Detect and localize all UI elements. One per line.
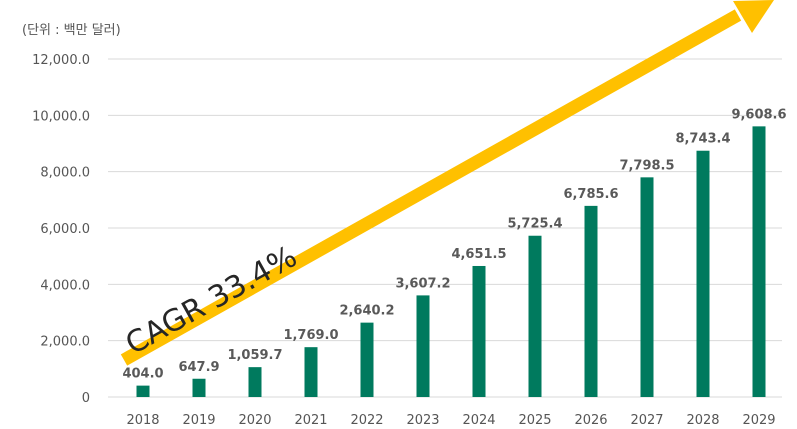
x-axis: 2018 2019 2020 2021 2022 2023 2024 2025 2026 2027…: [126, 413, 775, 428]
bar-2026: [584, 205, 598, 397]
bar-2021: [304, 347, 318, 397]
y-tick-label: 12,000.0: [32, 53, 90, 68]
y-tick-label: 8,000.0: [40, 166, 90, 181]
y-tick-label: 6,000.0: [40, 222, 90, 237]
data-label-2020: 1,059.7: [227, 348, 282, 363]
bar-2024: [472, 265, 486, 397]
x-tick-label-2023: 2023: [406, 413, 439, 428]
y-tick-label: 0: [82, 391, 90, 406]
x-tick-label-2020: 2020: [238, 413, 271, 428]
y-tick-label: 2,000.0: [40, 335, 90, 350]
x-tick-label-2028: 2028: [686, 413, 719, 428]
gridlines: [108, 58, 782, 398]
bar-2027: [640, 177, 654, 397]
bar-2029: [752, 126, 766, 398]
bar-2018: [136, 385, 150, 397]
data-label-2029: 9,608.6: [731, 107, 786, 122]
bar-2020: [248, 367, 262, 397]
y-axis: 0 2,000.0 4,000.0 6,000.0 8,000.0 10,000.0 12,…: [32, 53, 90, 406]
data-label-2021: 1,769.0: [283, 328, 338, 343]
data-label-2019: 647.9: [178, 360, 219, 375]
x-tick-label-2019: 2019: [182, 413, 215, 428]
y-tick-label: 10,000.0: [32, 109, 90, 124]
x-tick-label-2029: 2029: [742, 413, 775, 428]
data-label-2024: 4,651.5: [451, 247, 506, 262]
x-tick-label-2025: 2025: [518, 413, 551, 428]
bar-2019: [192, 378, 206, 397]
bars: 404.0 647.9 1,059.71,769.02,640.23,607.24,…: [122, 107, 787, 398]
bar-2025: [528, 235, 542, 397]
x-tick-label-2024: 2024: [462, 413, 495, 428]
growth-arrow: CAGR 33.4%: [120, 0, 774, 366]
x-tick-label-2022: 2022: [350, 413, 383, 428]
unit-label: (단위 : 백만 달러): [22, 23, 121, 38]
x-tick-label-2021: 2021: [294, 413, 327, 428]
data-label-2025: 5,725.4: [507, 217, 562, 232]
data-label-2018: 404.0: [122, 367, 163, 382]
data-label-2022: 2,640.2: [339, 304, 394, 319]
x-tick-label-2018: 2018: [126, 413, 159, 428]
data-label-2023: 3,607.2: [395, 276, 450, 291]
bar-2028: [696, 150, 710, 397]
y-tick-label: 4,000.0: [40, 278, 90, 293]
cagr-annotation: CAGR 33.4%: [120, 239, 303, 362]
data-label-2028: 8,743.4: [675, 132, 730, 147]
x-tick-label-2026: 2026: [574, 413, 607, 428]
arrow-head: [733, 0, 774, 33]
arrow-shaft: [120, 9, 742, 366]
x-tick-label-2027: 2027: [630, 413, 663, 428]
bar-2023: [416, 295, 430, 397]
data-label-2026: 6,785.6: [563, 187, 618, 202]
bar-2022: [360, 322, 374, 397]
data-label-2027: 7,798.5: [619, 158, 674, 173]
